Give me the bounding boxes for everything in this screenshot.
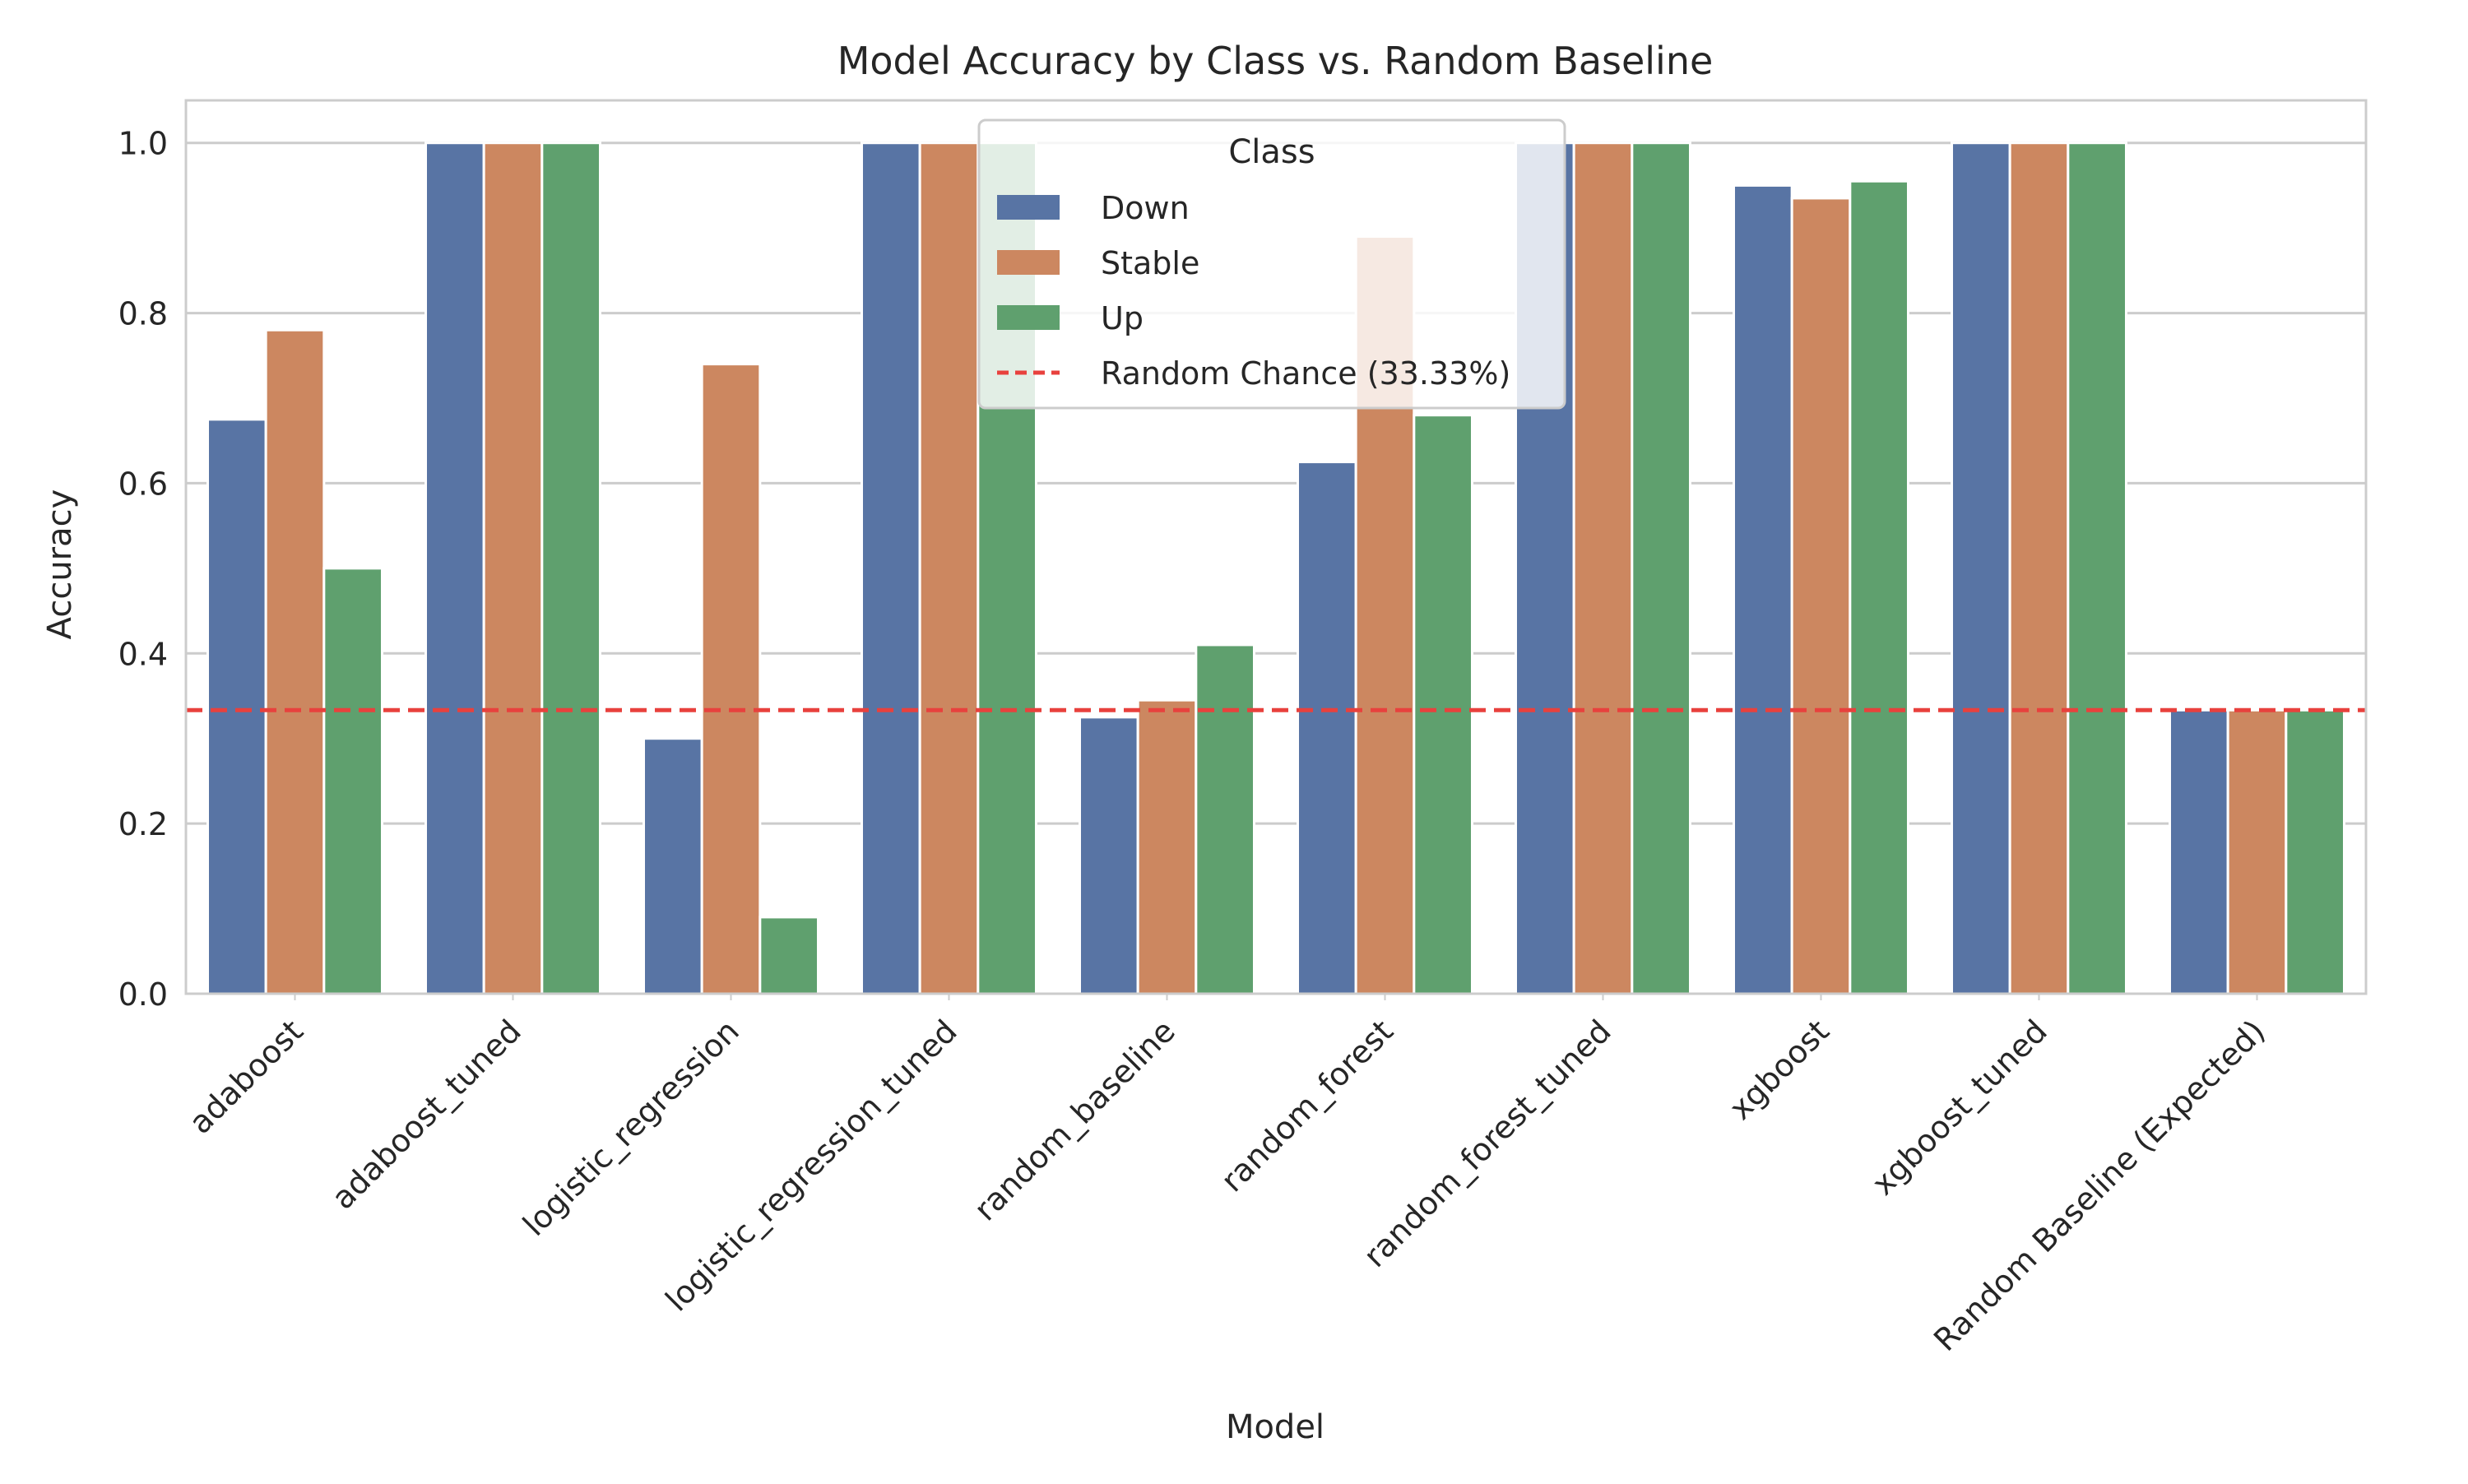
- bar-stable-4: [1136, 698, 1198, 995]
- bar-stable-8: [2008, 141, 2070, 995]
- x-axis-ticks: adaboost adaboost_tunedlogistic_regressio…: [182, 994, 2272, 1358]
- legend-label-up: Up: [1101, 300, 1144, 336]
- legend-swatch-up: [997, 305, 1060, 330]
- legend-box: [977, 118, 1566, 410]
- bar-up-5: [1413, 414, 1474, 995]
- y-tick-label: 0.8: [118, 296, 168, 332]
- x-tick-label: adaboost: [182, 1013, 310, 1141]
- y-tick-label: 0.0: [118, 976, 168, 1013]
- x-tick-label: random_baseline: [967, 1013, 1182, 1227]
- bar-up-0: [322, 567, 384, 995]
- y-axis-ticks: 0.0 0.2 0.4 0.6 0.8 1.0: [118, 126, 168, 1013]
- x-tick-label: random_forest: [1214, 1013, 1400, 1199]
- bars: [206, 141, 2345, 995]
- bar-stable-2: [700, 363, 762, 995]
- plot-frame: [184, 99, 2368, 995]
- legend-swatch-stable: [997, 250, 1060, 275]
- x-tick-label: random_forest_tuned: [1357, 1013, 1618, 1274]
- bar-stable-1: [482, 141, 544, 995]
- x-tick-label: logistic_regression: [516, 1013, 746, 1243]
- bar-up-9: [2285, 708, 2345, 995]
- bar-down-5: [1297, 461, 1357, 995]
- bar-stable-6: [1572, 141, 1634, 995]
- bar-up-7: [1849, 179, 1909, 995]
- bar-stable-9: [2226, 708, 2288, 995]
- bar-down-7: [1733, 183, 1793, 995]
- bar-up-1: [540, 141, 601, 995]
- y-tick-label: 0.6: [118, 466, 168, 502]
- bar-down-3: [861, 141, 921, 995]
- legend: Class Down Stable Up Random Chance (33.33%): [977, 118, 1566, 410]
- x-axis-label: Model: [1226, 1408, 1324, 1446]
- bar-stable-3: [918, 141, 980, 995]
- bar-up-4: [1195, 643, 1256, 995]
- bar-down-2: [643, 737, 703, 995]
- x-tick-label: xgboost: [1722, 1013, 1836, 1127]
- bar-down-4: [1079, 716, 1139, 995]
- bar-up-2: [758, 916, 819, 995]
- bar-stable-7: [1790, 197, 1852, 995]
- bar-down-9: [2169, 708, 2229, 995]
- legend-label-stable: Stable: [1101, 245, 1199, 281]
- bar-down-0: [206, 418, 267, 995]
- y-tick-label: 0.4: [118, 636, 168, 672]
- legend-label-down: Down: [1101, 190, 1190, 226]
- legend-title: Class: [1228, 133, 1315, 171]
- bar-down-1: [424, 141, 485, 995]
- bar-up-8: [2067, 141, 2127, 995]
- x-tick-label: adaboost_tuned: [325, 1013, 528, 1216]
- y-tick-label: 1.0: [118, 126, 168, 162]
- y-axis-label: Accuracy: [41, 489, 79, 640]
- bar-down-8: [1951, 141, 2011, 995]
- legend-swatch-down: [997, 195, 1060, 220]
- y-tick-label: 0.2: [118, 806, 168, 842]
- legend-label-random-chance: Random Chance (33.33%): [1101, 355, 1510, 392]
- bar-up-6: [1631, 141, 1692, 995]
- bar-stable-0: [264, 328, 326, 995]
- chart-title: Model Accuracy by Class vs. Random Basel…: [837, 39, 1714, 83]
- x-tick-label: xgboost_tuned: [1865, 1013, 2054, 1202]
